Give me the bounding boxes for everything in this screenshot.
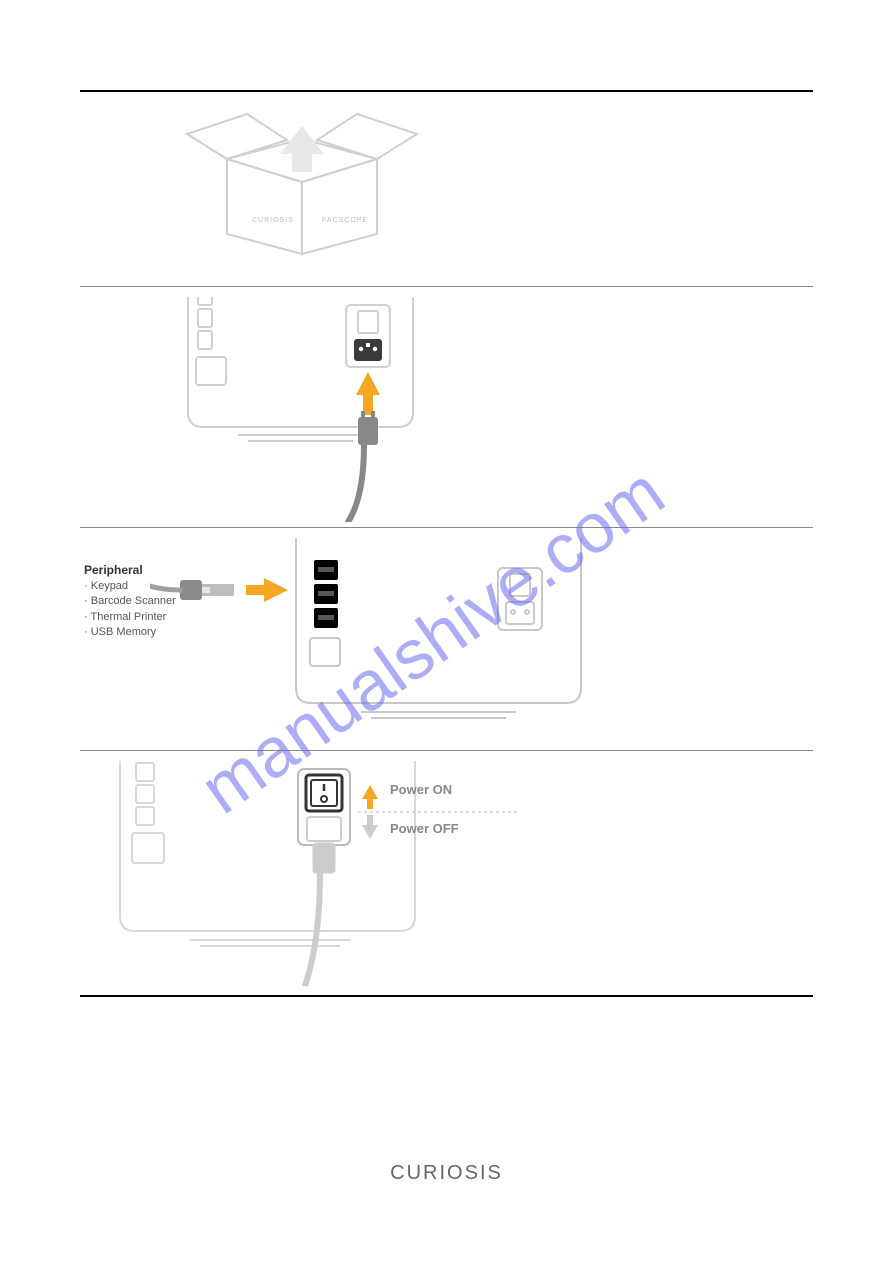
arrow-insert-up-icon	[356, 372, 380, 415]
arrow-power-off-icon	[362, 815, 378, 839]
rule-1	[80, 286, 813, 287]
peripheral-list: Peripheral · Keypad · Barcode Scanner · …	[84, 562, 176, 640]
peripheral-item: · Keypad	[84, 579, 176, 594]
power-on-label: Power ON	[390, 782, 452, 797]
peripheral-illustration	[150, 538, 590, 738]
box-illustration: CURIOSIS FACSCOPE	[172, 104, 432, 274]
brand-footer: CURIOSIS	[0, 1162, 893, 1185]
rule-3	[80, 750, 813, 751]
section-power-switch: Power ON Power OFF	[80, 757, 813, 987]
section-power-cord	[80, 293, 813, 521]
arrow-up-icon	[280, 126, 324, 172]
rule-top	[80, 90, 813, 92]
page: CURIOSIS FACSCOPE	[80, 90, 813, 997]
peripheral-item: · Barcode Scanner	[84, 594, 176, 609]
usb-port-stack-icon	[314, 560, 338, 628]
box-label-right: FACSCOPE	[322, 217, 368, 224]
arrow-power-on-icon	[362, 785, 378, 809]
rule-2	[80, 527, 813, 528]
box-label-left: CURIOSIS	[252, 217, 294, 224]
section-unbox: CURIOSIS FACSCOPE	[80, 100, 813, 280]
peripheral-title: Peripheral	[84, 562, 176, 579]
power-inlet-icon	[354, 339, 382, 361]
rule-bottom	[80, 995, 813, 997]
section-peripheral: Peripheral · Keypad · Barcode Scanner · …	[80, 534, 813, 744]
power-off-label: Power OFF	[390, 821, 459, 836]
arrow-insert-right-icon	[246, 578, 288, 602]
power-switch-illustration: Power ON Power OFF	[100, 761, 530, 986]
peripheral-item: · USB Memory	[84, 625, 176, 640]
peripheral-item: · Thermal Printer	[84, 610, 176, 625]
power-cord-illustration	[178, 297, 458, 522]
power-switch-icon	[306, 775, 342, 811]
